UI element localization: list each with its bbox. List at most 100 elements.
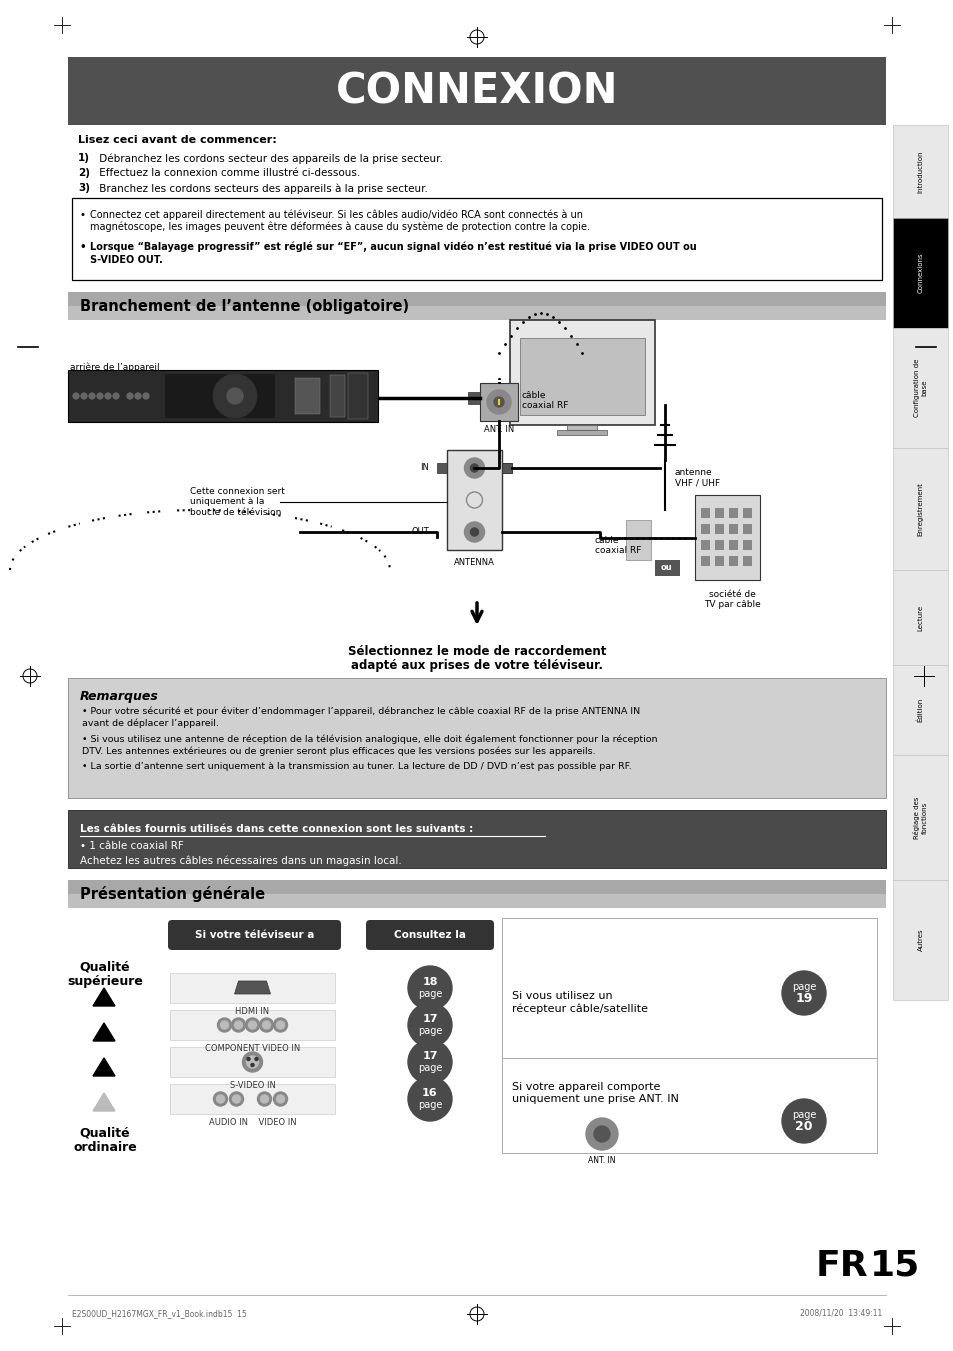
Text: 19: 19 [795, 993, 812, 1005]
Bar [519, 338, 644, 415]
Text: OUT: OUT [411, 527, 429, 536]
Bar [501, 463, 512, 473]
Bar [557, 430, 606, 435]
Text: ou: ou [660, 563, 672, 573]
Bar [510, 320, 655, 426]
Bar [71, 199, 882, 280]
Text: S-VIDEO IN: S-VIDEO IN [230, 1081, 275, 1090]
Circle shape [585, 1119, 618, 1150]
Circle shape [781, 1098, 825, 1143]
Text: câble
coaxial RF: câble coaxial RF [521, 390, 568, 411]
Bar [170, 1084, 335, 1115]
Bar [892, 570, 947, 665]
Text: page: page [417, 989, 442, 998]
Bar [700, 557, 709, 566]
Bar [892, 755, 947, 880]
Bar [695, 494, 760, 580]
Bar [714, 540, 723, 550]
Circle shape [594, 1125, 609, 1142]
Text: ANTENNA: ANTENNA [454, 558, 495, 567]
Text: COMPONENT VIDEO IN: COMPONENT VIDEO IN [205, 1044, 300, 1052]
Bar [742, 508, 751, 517]
Bar [447, 450, 501, 550]
Text: récepteur câble/satellite: récepteur câble/satellite [512, 1002, 647, 1013]
Bar [892, 880, 947, 1000]
Text: FR: FR [815, 1250, 868, 1283]
Circle shape [213, 374, 256, 417]
Circle shape [242, 1052, 262, 1071]
Circle shape [494, 397, 503, 407]
Text: IN: IN [419, 463, 429, 473]
Circle shape [232, 1019, 245, 1032]
Bar [742, 524, 751, 534]
Circle shape [220, 1021, 229, 1029]
Circle shape [73, 393, 79, 399]
Text: Branchez les cordons secteurs des appareils à la prise secteur.: Branchez les cordons secteurs des appare… [96, 182, 428, 193]
Circle shape [470, 463, 478, 471]
Bar [892, 449, 947, 570]
Circle shape [254, 1058, 257, 1061]
Text: page: page [791, 1111, 816, 1120]
Bar [68, 305, 885, 320]
Text: Si vous utilisez un: Si vous utilisez un [512, 992, 612, 1001]
Bar [68, 894, 885, 908]
Text: 17: 17 [422, 1051, 437, 1061]
Bar [892, 126, 947, 218]
Circle shape [89, 393, 95, 399]
Text: • La sortie d’antenne sert uniquement à la transmission au tuner. La lecture de : • La sortie d’antenne sert uniquement à … [82, 762, 631, 771]
Text: câble
coaxial RF: câble coaxial RF [595, 536, 640, 555]
Text: Remarques: Remarques [80, 690, 159, 703]
Bar [501, 917, 876, 1152]
Text: avant de déplacer l’appareil.: avant de déplacer l’appareil. [82, 719, 218, 728]
Bar [655, 561, 679, 576]
Circle shape [97, 393, 103, 399]
Circle shape [246, 1056, 258, 1069]
Text: page: page [791, 982, 816, 992]
Text: Branchement de l’antenne (obligatoire): Branchement de l’antenne (obligatoire) [80, 299, 409, 313]
Bar [566, 426, 597, 430]
Bar [714, 557, 723, 566]
Text: 3): 3) [78, 182, 90, 193]
Text: adapté aux prises de votre téléviseur.: adapté aux prises de votre téléviseur. [351, 659, 602, 671]
Text: Introduction: Introduction [917, 150, 923, 193]
Polygon shape [92, 1023, 115, 1042]
Circle shape [135, 393, 141, 399]
Bar [348, 373, 368, 419]
Circle shape [408, 966, 452, 1011]
Circle shape [216, 1096, 224, 1102]
Text: • 1 câble coaxial RF: • 1 câble coaxial RF [80, 842, 184, 851]
Bar [700, 540, 709, 550]
Text: 18: 18 [422, 977, 437, 988]
Bar [68, 811, 885, 867]
Text: Présentation générale: Présentation générale [80, 886, 265, 902]
FancyBboxPatch shape [366, 920, 494, 950]
FancyBboxPatch shape [168, 920, 340, 950]
Text: Enregistrement: Enregistrement [917, 482, 923, 536]
Bar [68, 678, 885, 798]
Circle shape [276, 1096, 284, 1102]
Circle shape [262, 1021, 271, 1029]
Circle shape [247, 1058, 250, 1061]
Bar [700, 508, 709, 517]
Text: 2): 2) [78, 168, 90, 178]
Circle shape [245, 1019, 259, 1032]
Text: Configuration de
base: Configuration de base [913, 359, 926, 417]
Text: CONNEXION: CONNEXION [335, 70, 618, 112]
Text: Autres: Autres [917, 928, 923, 951]
Bar [742, 540, 751, 550]
Text: DTV. Les antennes extérieures ou de grenier seront plus efficaces que les versio: DTV. Les antennes extérieures ou de gren… [82, 747, 595, 757]
Circle shape [274, 1019, 287, 1032]
Text: 20: 20 [795, 1120, 812, 1133]
Bar [170, 1011, 335, 1040]
Text: Qualité
supérieure: Qualité supérieure [67, 961, 143, 988]
Text: Si votre appareil comporte: Si votre appareil comporte [512, 1082, 659, 1092]
Text: Les câbles fournis utilisés dans cette connexion sont les suivants :: Les câbles fournis utilisés dans cette c… [80, 824, 473, 834]
Polygon shape [92, 1058, 115, 1075]
Text: Lisez ceci avant de commencer:: Lisez ceci avant de commencer: [78, 135, 276, 145]
Text: Cette connexion sert
uniquement à la
boucle de télévision: Cette connexion sert uniquement à la bou… [190, 486, 285, 517]
Bar [501, 463, 512, 473]
Circle shape [248, 1021, 256, 1029]
Bar [468, 392, 479, 404]
Bar [714, 524, 723, 534]
Circle shape [112, 393, 119, 399]
